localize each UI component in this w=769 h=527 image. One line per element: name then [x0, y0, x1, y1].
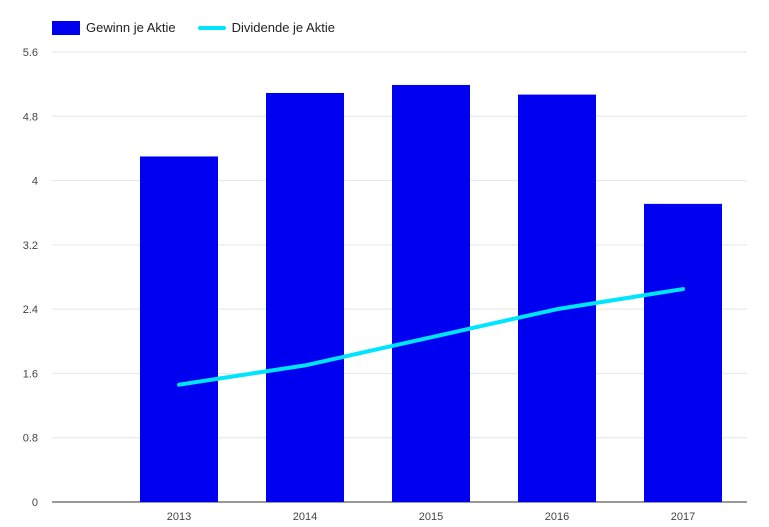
y-tick-label: 3.2 — [23, 240, 38, 252]
y-tick-label: 1.6 — [23, 368, 38, 380]
legend: Gewinn je Aktie Dividende je Aktie — [52, 20, 357, 35]
x-tick-label: 2013 — [167, 511, 191, 523]
legend-label-dividende: Dividende je Aktie — [231, 20, 335, 35]
legend-item-gewinn[interactable]: Gewinn je Aktie — [52, 20, 176, 35]
legend-item-dividende[interactable]: Dividende je Aktie — [197, 20, 335, 35]
x-tick-label: 2015 — [419, 511, 443, 523]
bar — [644, 203, 722, 502]
x-tick-label: 2014 — [293, 511, 317, 523]
bar — [266, 92, 344, 502]
bar — [392, 84, 470, 503]
legend-label-gewinn: Gewinn je Aktie — [86, 20, 176, 35]
y-tick-label: 4.8 — [23, 111, 38, 123]
bar — [518, 94, 596, 502]
y-tick-label: 5.6 — [23, 47, 38, 59]
legend-swatch-gewinn — [52, 20, 80, 35]
legend-swatch-dividende — [197, 25, 226, 30]
bar — [140, 156, 218, 502]
y-tick-label: 4 — [32, 176, 38, 188]
y-tick-label: 0.8 — [23, 433, 38, 445]
x-tick-label: 2016 — [545, 511, 569, 523]
y-tick-label: 0 — [32, 497, 38, 509]
y-tick-label: 2.4 — [23, 304, 38, 316]
x-tick-label: 2017 — [671, 511, 695, 523]
